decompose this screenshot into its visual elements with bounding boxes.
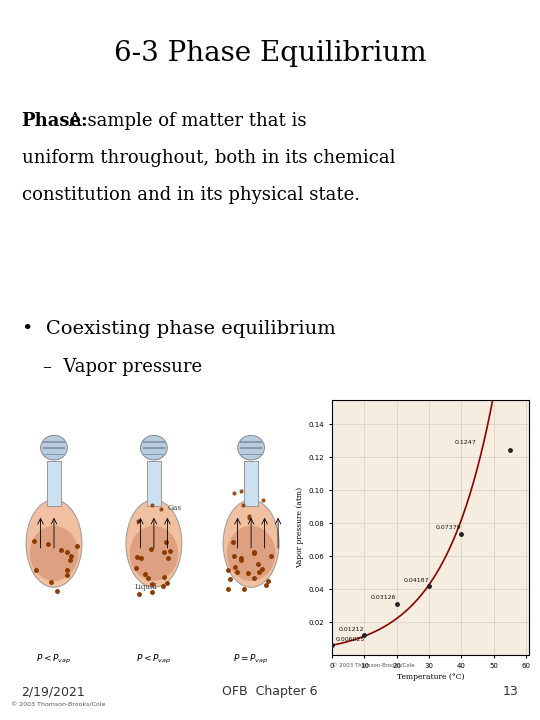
Text: 6-3 Phase Equilibrium: 6-3 Phase Equilibrium <box>114 40 426 67</box>
Text: 2/19/2021: 2/19/2021 <box>22 685 85 698</box>
Ellipse shape <box>130 526 178 581</box>
Text: 13: 13 <box>503 685 518 698</box>
Text: 0.03126: 0.03126 <box>371 595 396 600</box>
FancyBboxPatch shape <box>143 454 165 456</box>
Ellipse shape <box>30 526 78 581</box>
Text: Gas: Gas <box>167 503 182 512</box>
Text: •  Coexisting phase equilibrium: • Coexisting phase equilibrium <box>22 320 335 338</box>
FancyBboxPatch shape <box>147 461 161 506</box>
Y-axis label: Vapor pressure (atm): Vapor pressure (atm) <box>296 487 305 568</box>
Text: 0.07379: 0.07379 <box>435 525 461 530</box>
Text: 0.01212: 0.01212 <box>339 627 364 632</box>
Ellipse shape <box>227 526 275 581</box>
FancyBboxPatch shape <box>47 461 61 506</box>
Text: 0.006025: 0.006025 <box>335 637 364 642</box>
Text: 0.04187: 0.04187 <box>403 578 429 583</box>
Text: constitution and in its physical state.: constitution and in its physical state. <box>22 186 360 204</box>
FancyBboxPatch shape <box>43 447 65 449</box>
FancyBboxPatch shape <box>143 447 165 449</box>
FancyBboxPatch shape <box>143 441 165 443</box>
FancyBboxPatch shape <box>244 461 258 506</box>
Ellipse shape <box>40 436 68 460</box>
Ellipse shape <box>126 500 182 588</box>
Ellipse shape <box>238 436 265 460</box>
Ellipse shape <box>140 436 167 460</box>
Text: © 2003 Thomson-Brooks/Cole: © 2003 Thomson-Brooks/Cole <box>11 702 105 707</box>
Text: © 2003 Thomson-Brooks/Cole: © 2003 Thomson-Brooks/Cole <box>332 663 415 668</box>
Text: 0.1247: 0.1247 <box>455 440 477 445</box>
FancyBboxPatch shape <box>240 454 262 456</box>
Text: OFB  Chapter 6: OFB Chapter 6 <box>222 685 318 698</box>
Text: Phase:: Phase: <box>22 112 88 130</box>
Ellipse shape <box>223 500 279 588</box>
X-axis label: Temperature (°C): Temperature (°C) <box>397 673 464 681</box>
Text: $P = P_{vap}$: $P = P_{vap}$ <box>233 653 269 666</box>
Text: Liquid: Liquid <box>134 582 157 591</box>
Text: –  Vapor pressure: – Vapor pressure <box>43 358 202 376</box>
FancyBboxPatch shape <box>43 441 65 443</box>
Ellipse shape <box>26 500 82 588</box>
Text: $P < P_{vap}$: $P < P_{vap}$ <box>136 653 172 666</box>
Text: A sample of matter that is: A sample of matter that is <box>63 112 307 130</box>
FancyBboxPatch shape <box>43 454 65 456</box>
FancyBboxPatch shape <box>240 441 262 443</box>
FancyBboxPatch shape <box>240 447 262 449</box>
Text: $P < P_{vap}$: $P < P_{vap}$ <box>36 653 72 666</box>
Text: uniform throughout, both in its chemical: uniform throughout, both in its chemical <box>22 149 395 167</box>
